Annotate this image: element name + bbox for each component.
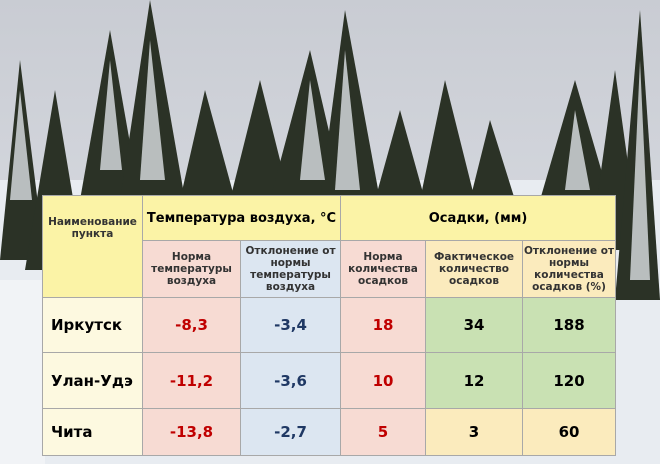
cell: 12 [425, 352, 523, 409]
cell: 5 [340, 408, 426, 456]
header-cell: Наименование пункта [42, 195, 143, 298]
cell: 34 [425, 297, 523, 353]
cell: -8,3 [142, 297, 241, 353]
climate-table: Наименование пункта Температура воздуха,… [42, 195, 616, 456]
cell: 188 [522, 297, 616, 353]
station-name: Чита [42, 408, 143, 456]
subheader-cell: Фактическое количество осадков [425, 240, 523, 298]
cell: -13,8 [142, 408, 241, 456]
header-cell: Температура воздуха, °C [142, 195, 341, 241]
cell: 3 [425, 408, 523, 456]
cell: 120 [522, 352, 616, 409]
cell: 10 [340, 352, 426, 409]
station-name: Улан-Удэ [42, 352, 143, 409]
station-name: Иркутск [42, 297, 143, 353]
cell: 60 [522, 408, 616, 456]
subheader-cell: Отклонение от нормы количества осадков (… [522, 240, 616, 298]
cell: -2,7 [240, 408, 341, 456]
cell: 18 [340, 297, 426, 353]
subheader-cell: Отклонение от нормы температуры воздуха [240, 240, 341, 298]
subheader-cell: Норма температуры воздуха [142, 240, 241, 298]
header-cell: Осадки, (мм) [340, 195, 616, 241]
cell: -3,6 [240, 352, 341, 409]
cell: -3,4 [240, 297, 341, 353]
cell: -11,2 [142, 352, 241, 409]
subheader-cell: Норма количества осадков [340, 240, 426, 298]
